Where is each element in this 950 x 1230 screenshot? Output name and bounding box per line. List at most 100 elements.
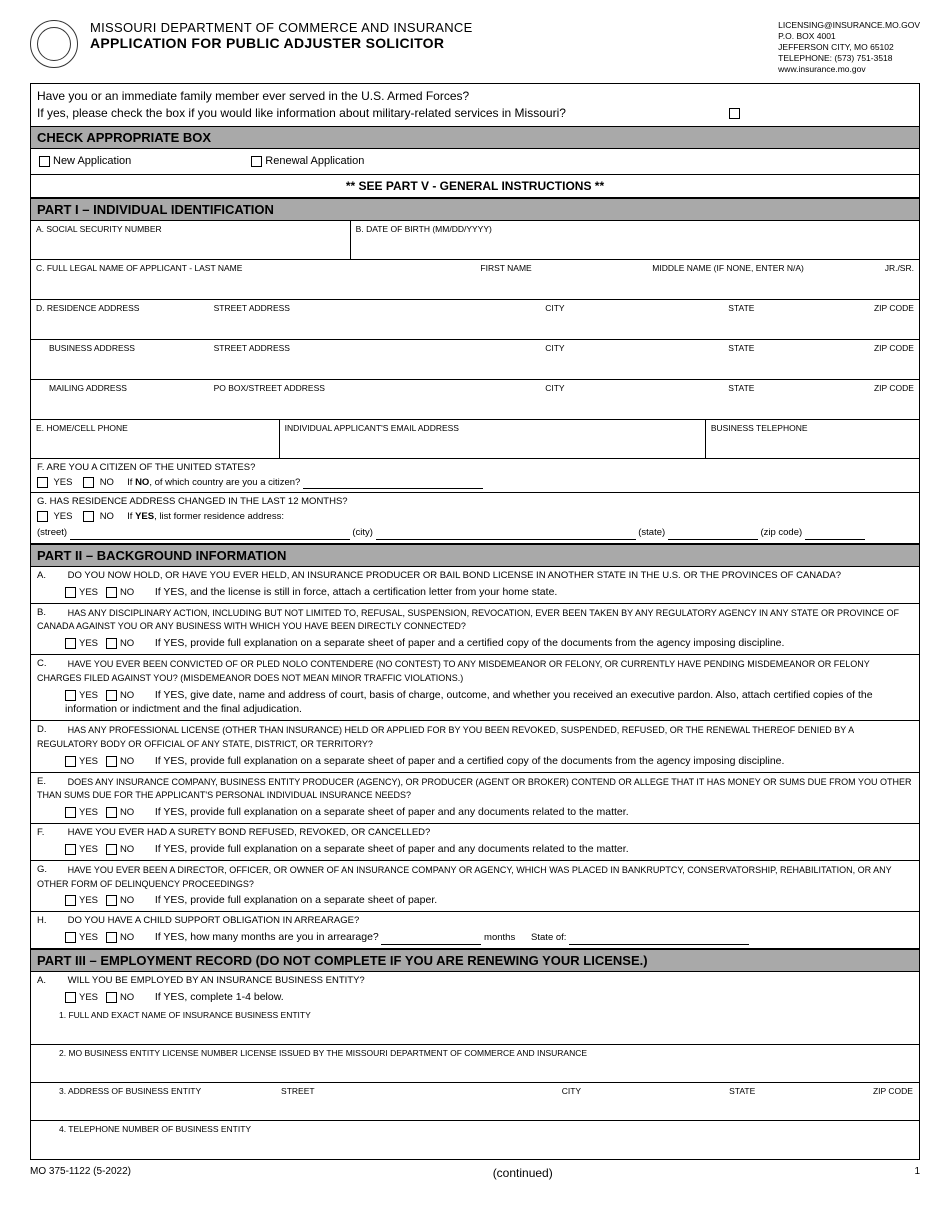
firstname-label[interactable]: FIRST NAME bbox=[404, 260, 608, 299]
q-c-letter: C. bbox=[37, 658, 51, 671]
p3-a-letter: A. bbox=[37, 975, 51, 988]
q-e-letter: E. bbox=[37, 776, 51, 789]
qd-no[interactable] bbox=[106, 756, 117, 767]
former-city-input[interactable] bbox=[376, 529, 636, 540]
former-zip-input[interactable] bbox=[805, 529, 865, 540]
qa-exp: If YES, and the license is still in forc… bbox=[155, 586, 558, 598]
if-no-country: If NO, of which country are you a citize… bbox=[127, 477, 300, 488]
military-checkbox[interactable] bbox=[729, 108, 740, 119]
mail-city[interactable]: CITY bbox=[457, 380, 652, 419]
qb-no[interactable] bbox=[106, 638, 117, 649]
entity-phone-field[interactable]: 4. TELEPHONE NUMBER OF BUSINESS ENTITY bbox=[31, 1121, 919, 1159]
res-zip[interactable]: ZIP CODE bbox=[830, 300, 919, 339]
p3a-exp: If YES, complete 1-4 below. bbox=[155, 991, 284, 1003]
middlename-label[interactable]: MIDDLE NAME (IF NONE, ENTER N/A) bbox=[608, 260, 848, 299]
citizen-no-checkbox[interactable] bbox=[83, 477, 94, 488]
suffix-label[interactable]: JR./SR. bbox=[848, 260, 919, 299]
qc-yes[interactable] bbox=[65, 690, 76, 701]
p3a-yes[interactable] bbox=[65, 992, 76, 1003]
q-b-text: HAS ANY DISCIPLINARY ACTION, INCLUDING B… bbox=[37, 608, 899, 632]
page-number: 1 bbox=[914, 1166, 920, 1180]
see-instructions: ** SEE PART V - GENERAL INSTRUCTIONS ** bbox=[31, 175, 919, 198]
new-application-checkbox[interactable] bbox=[39, 156, 50, 167]
qa-yes[interactable] bbox=[65, 587, 76, 598]
country-input[interactable] bbox=[303, 478, 483, 489]
citizen-question: F. ARE YOU A CITIZEN OF THE UNITED STATE… bbox=[37, 462, 913, 475]
contact-pobox: P.O. BOX 4001 bbox=[778, 31, 920, 42]
qe-exp: If YES, provide full explanation on a se… bbox=[155, 806, 629, 818]
res-addr-label: D. RESIDENCE ADDRESS bbox=[31, 300, 209, 339]
q-g-text: HAVE YOU EVER BEEN A DIRECTOR, OFFICER, … bbox=[37, 865, 891, 889]
form-title: APPLICATION FOR PUBLIC ADJUSTER SOLICITO… bbox=[90, 35, 778, 51]
qb-yes[interactable] bbox=[65, 638, 76, 649]
q-h-text: DO YOU HAVE A CHILD SUPPORT OBLIGATION I… bbox=[68, 915, 360, 926]
qb-exp: If YES, provide full explanation on a se… bbox=[155, 637, 785, 649]
res-change-question: G. HAS RESIDENCE ADDRESS CHANGED IN THE … bbox=[37, 496, 913, 509]
ssn-cell[interactable]: A. SOCIAL SECURITY NUMBER bbox=[31, 221, 351, 259]
page-header: MISSOURI DEPARTMENT OF COMMERCE AND INSU… bbox=[30, 20, 920, 75]
entity-address-field[interactable]: 3. ADDRESS OF BUSINESS ENTITY STREET CIT… bbox=[31, 1083, 919, 1121]
q-f-text: HAVE YOU EVER HAD A SURETY BOND REFUSED,… bbox=[68, 827, 431, 838]
contact-block: LICENSING@INSURANCE.MO.GOV P.O. BOX 4001… bbox=[778, 20, 920, 75]
former-street-input[interactable] bbox=[70, 529, 350, 540]
qg-exp: If YES, provide full explanation on a se… bbox=[155, 894, 437, 906]
arrearage-state-input[interactable] bbox=[569, 934, 749, 945]
qc-exp: If YES, give date, name and address of c… bbox=[65, 689, 873, 716]
mail-street[interactable]: PO BOX/STREET ADDRESS bbox=[209, 380, 458, 419]
qg-no[interactable] bbox=[106, 895, 117, 906]
qh-no[interactable] bbox=[106, 932, 117, 943]
bus-city[interactable]: CITY bbox=[457, 340, 652, 379]
q-f-letter: F. bbox=[37, 827, 51, 840]
military-q1: Have you or an immediate family member e… bbox=[37, 88, 913, 105]
res-street[interactable]: STREET ADDRESS bbox=[209, 300, 458, 339]
renewal-checkbox[interactable] bbox=[251, 156, 262, 167]
qa-no[interactable] bbox=[106, 587, 117, 598]
bus-street[interactable]: STREET ADDRESS bbox=[209, 340, 458, 379]
bus-state[interactable]: STATE bbox=[653, 340, 831, 379]
res-state[interactable]: STATE bbox=[653, 300, 831, 339]
home-phone-cell[interactable]: E. HOME/CELL PHONE bbox=[31, 420, 280, 458]
reschange-yes-checkbox[interactable] bbox=[37, 511, 48, 522]
q-b-letter: B. bbox=[37, 607, 51, 620]
contact-citystate: JEFFERSON CITY, MO 65102 bbox=[778, 42, 920, 53]
q-g-letter: G. bbox=[37, 864, 51, 877]
entity-license-field[interactable]: 2. MO BUSINESS ENTITY LICENSE NUMBER LIC… bbox=[31, 1045, 919, 1083]
qe-no[interactable] bbox=[106, 807, 117, 818]
p3-a-text: WILL YOU BE EMPLOYED BY AN INSURANCE BUS… bbox=[68, 975, 365, 986]
p3a-no[interactable] bbox=[106, 992, 117, 1003]
lastname-cell[interactable]: C. FULL LEGAL NAME OF APPLICANT - LAST N… bbox=[31, 260, 404, 299]
former-state-input[interactable] bbox=[668, 529, 758, 540]
q-a-letter: A. bbox=[37, 570, 51, 583]
military-q2: If yes, please check the box if you woul… bbox=[37, 106, 566, 120]
qf-yes[interactable] bbox=[65, 844, 76, 855]
arrearage-months-input[interactable] bbox=[381, 934, 481, 945]
qg-yes[interactable] bbox=[65, 895, 76, 906]
entity-name-field[interactable]: 1. FULL AND EXACT NAME OF INSURANCE BUSI… bbox=[31, 1007, 919, 1045]
qe-yes[interactable] bbox=[65, 807, 76, 818]
qh-exp: If YES, how many months are you in arrea… bbox=[155, 931, 379, 943]
citizen-yes-checkbox[interactable] bbox=[37, 477, 48, 488]
qf-no[interactable] bbox=[106, 844, 117, 855]
bus-zip[interactable]: ZIP CODE bbox=[830, 340, 919, 379]
new-application-label: New Application bbox=[53, 155, 131, 167]
dob-cell[interactable]: B. DATE OF BIRTH (MM/DD/YYYY) bbox=[351, 221, 919, 259]
mail-zip[interactable]: ZIP CODE bbox=[830, 380, 919, 419]
part1-header: PART I – INDIVIDUAL IDENTIFICATION bbox=[31, 198, 919, 221]
mail-state[interactable]: STATE bbox=[653, 380, 831, 419]
q-e-text: DOES ANY INSURANCE COMPANY, BUSINESS ENT… bbox=[37, 777, 911, 801]
renewal-label: Renewal Application bbox=[265, 155, 364, 167]
q-d-letter: D. bbox=[37, 724, 51, 737]
email-cell[interactable]: INDIVIDUAL APPLICANT'S EMAIL ADDRESS bbox=[280, 420, 706, 458]
qc-no[interactable] bbox=[106, 690, 117, 701]
qf-exp: If YES, provide full explanation on a se… bbox=[155, 843, 629, 855]
q-d-text: HAS ANY PROFESSIONAL LICENSE (OTHER THAN… bbox=[37, 725, 854, 749]
res-city[interactable]: CITY bbox=[457, 300, 652, 339]
bus-phone-cell[interactable]: BUSINESS TELEPHONE bbox=[706, 420, 919, 458]
part2-header: PART II – BACKGROUND INFORMATION bbox=[31, 544, 919, 567]
no-label: NO bbox=[100, 477, 114, 488]
reschange-no-checkbox[interactable] bbox=[83, 511, 94, 522]
department-name: MISSOURI DEPARTMENT OF COMMERCE AND INSU… bbox=[90, 20, 778, 35]
qd-yes[interactable] bbox=[65, 756, 76, 767]
qd-exp: If YES, provide full explanation on a se… bbox=[155, 755, 785, 767]
qh-yes[interactable] bbox=[65, 932, 76, 943]
